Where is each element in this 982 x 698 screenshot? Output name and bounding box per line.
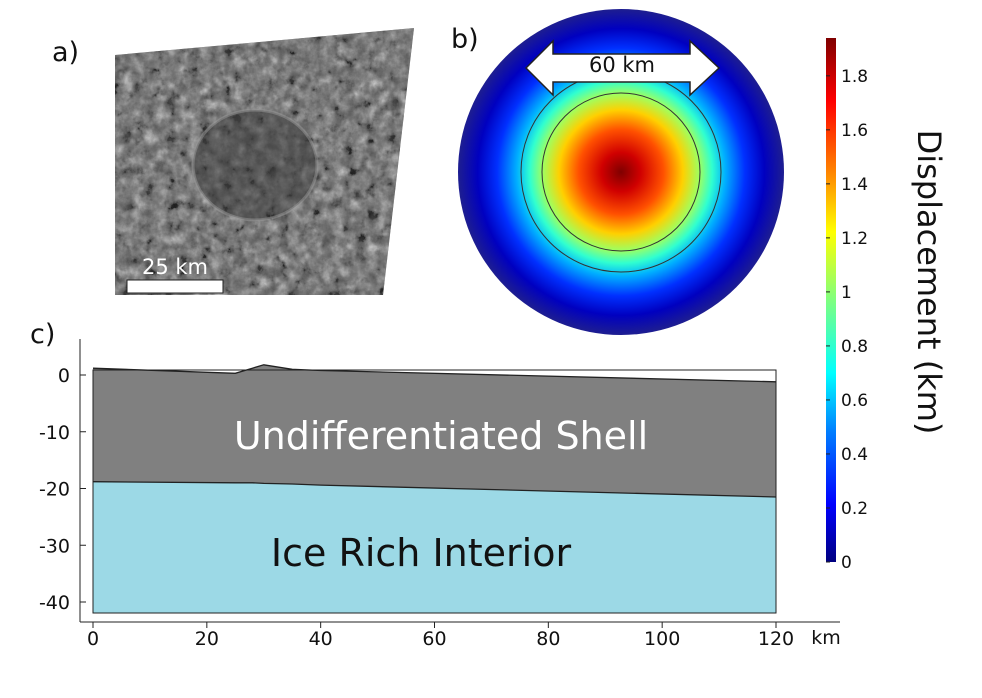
colorbar-tick-label: 1 bbox=[841, 283, 852, 303]
arrow-label: 60 km bbox=[589, 53, 655, 77]
colorbar-tick-label: 0.2 bbox=[841, 499, 868, 519]
interior-area bbox=[93, 481, 776, 614]
x-tick-label: 120 bbox=[758, 628, 794, 650]
x-tick-label: 0 bbox=[87, 628, 99, 650]
colorbar-tick-label: 0.4 bbox=[841, 445, 868, 465]
inner-contour bbox=[541, 92, 701, 252]
crater-image bbox=[115, 28, 414, 295]
x-ticks: 0 20 40 60 80 100 120 bbox=[87, 622, 794, 650]
shell-area bbox=[93, 364, 776, 497]
x-tick-label: 60 bbox=[422, 628, 446, 650]
scale-bar-label: 25 km bbox=[142, 255, 208, 279]
colorbar-tick-label: 1.6 bbox=[841, 121, 868, 141]
y-tick-label: -30 bbox=[39, 535, 70, 557]
x-tick-label: 80 bbox=[536, 628, 560, 650]
scale-bar bbox=[126, 279, 224, 294]
domain-frame bbox=[92, 369, 777, 614]
y-tick-label: -10 bbox=[39, 422, 70, 444]
boundary-line bbox=[92, 481, 777, 498]
region-interior-label: Ice Rich Interior bbox=[271, 531, 572, 575]
x-axis-unit: km bbox=[811, 627, 841, 649]
y-ticks: 0 -10 -20 -30 -40 bbox=[39, 365, 86, 614]
colorbar bbox=[826, 38, 836, 562]
y-tick-label: -40 bbox=[39, 592, 70, 614]
region-shell-label: Undifferentiated Shell bbox=[234, 414, 648, 458]
colorbar-title: Displacement (km) bbox=[910, 130, 948, 435]
colorbar-tick-label: 0.6 bbox=[841, 391, 868, 411]
x-tick-label: 40 bbox=[309, 628, 333, 650]
panel-b-label: b) bbox=[451, 24, 479, 55]
double-arrow bbox=[524, 39, 721, 97]
colorbar-tick-label: 0.8 bbox=[841, 337, 868, 357]
x-tick-label: 100 bbox=[644, 628, 680, 650]
y-tick-label: -20 bbox=[39, 479, 70, 501]
panel-c-label: c) bbox=[30, 319, 55, 350]
panel-a-label: a) bbox=[52, 37, 79, 68]
y-tick-label: 0 bbox=[58, 365, 70, 387]
displacement-disk bbox=[458, 9, 784, 335]
colorbar-tick-label: 1.8 bbox=[841, 67, 868, 87]
x-tick-label: 20 bbox=[195, 628, 219, 650]
colorbar-ticks: 0 0.2 0.4 0.6 0.8 1 1.2 1.4 1.6 1.8 bbox=[826, 67, 868, 573]
colorbar-tick-label: 1.2 bbox=[841, 229, 868, 249]
colorbar-tick-label: 0 bbox=[841, 553, 852, 573]
colorbar-tick-label: 1.4 bbox=[841, 175, 868, 195]
